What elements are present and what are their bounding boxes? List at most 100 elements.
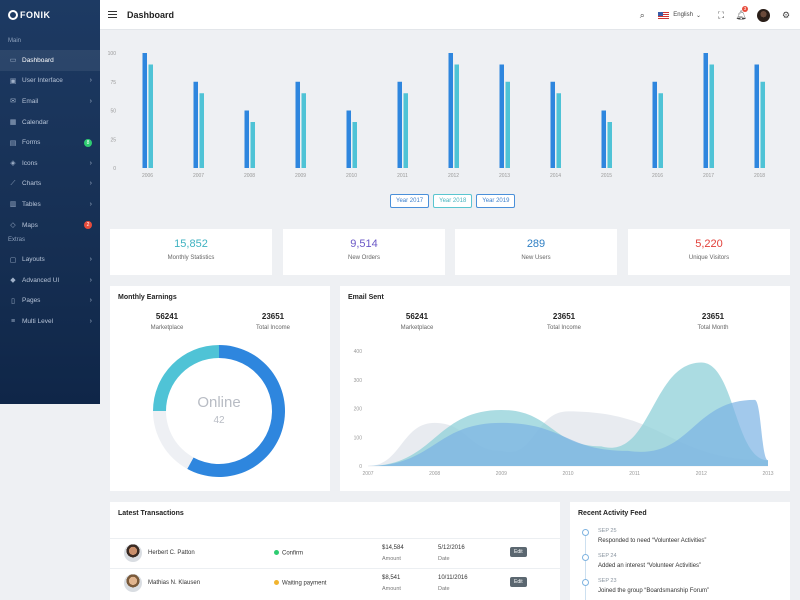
bar-chart-panel: 0 25 50 75 100 2006 2007 2008 2009 2010 2011 2012 20…: [100, 30, 800, 222]
bar-2013-a[interactable]: [499, 64, 505, 169]
timeline-line: [585, 532, 586, 600]
mail-icon: ✉: [10, 98, 16, 106]
bar-2008-b[interactable]: [250, 122, 256, 168]
sidebar-item-tables[interactable]: ▥ Tables ›: [0, 194, 100, 215]
stat-card-orders: 9,514 New Orders: [283, 229, 445, 275]
transaction-amount: $14,584: [382, 545, 404, 551]
status-text: Confirm: [282, 550, 304, 557]
sidebar-item-user-interface[interactable]: ▣ User Interface ›: [0, 71, 100, 92]
sidebar-item-advanced-ui[interactable]: ◆ Advanced UI ›: [0, 270, 100, 291]
x-tick-label: 2008: [244, 173, 255, 179]
x-tick-label: 2007: [193, 173, 204, 179]
sidebar-item-layouts[interactable]: ▢ Layouts ›: [0, 249, 100, 270]
bar-2016-a[interactable]: [652, 81, 658, 168]
bar-2012-b[interactable]: [454, 64, 460, 169]
bell-icon[interactable]: 🔔︎ 3: [735, 5, 748, 20]
sidebar-item-dashboard[interactable]: ▭ Dashboard: [0, 50, 100, 71]
menu-toggle-icon[interactable]: [108, 11, 117, 18]
bar-2016-b[interactable]: [658, 93, 664, 168]
bar-2007-a[interactable]: [193, 81, 199, 168]
sidebar-item-calendar[interactable]: ▦ Calendar: [0, 112, 100, 133]
bar-2010-a[interactable]: [346, 110, 352, 169]
edit-button[interactable]: Edit: [510, 577, 527, 587]
stat-label: New Users: [521, 255, 551, 261]
bar-2015-b[interactable]: [607, 122, 613, 168]
timeline-dot-icon: [582, 579, 589, 586]
sidebar-item-label: Icons: [22, 159, 38, 167]
bar-2018-b[interactable]: [760, 81, 766, 168]
marketplace-value: 56241: [155, 312, 179, 321]
y-tick-label: 25: [110, 137, 116, 143]
language-selector[interactable]: English ⌄: [658, 11, 701, 19]
notification-badge: 3: [742, 5, 748, 12]
chevron-right-icon: ›: [89, 180, 92, 188]
bar-2006-a[interactable]: [142, 53, 148, 168]
bar-2011-a[interactable]: [397, 81, 403, 168]
language-label: English: [673, 12, 693, 18]
transaction-amount: $8,541: [382, 575, 401, 581]
bar-2010-b[interactable]: [352, 122, 358, 168]
y-tick-label: 400: [354, 349, 363, 355]
bar-2018-a[interactable]: [754, 64, 760, 169]
bar-2007-b[interactable]: [199, 93, 205, 168]
total-income-label: Total Income: [255, 325, 291, 331]
bar-2017-a[interactable]: [703, 53, 709, 168]
date-label: Date: [438, 586, 450, 592]
brand-logo[interactable]: FONIK: [0, 0, 100, 30]
sidebar-item-charts[interactable]: ⟋ Charts ›: [0, 174, 100, 195]
bar-2014-b[interactable]: [556, 93, 562, 168]
edit-button[interactable]: Edit: [510, 547, 527, 557]
y-tick-label: 100: [108, 51, 117, 57]
amount-label: Amount: [382, 556, 401, 562]
donut-slice-blue[interactable]: [187, 345, 285, 477]
bar-2011-b[interactable]: [403, 93, 409, 168]
bar-2014-a[interactable]: [550, 81, 556, 168]
x-tick-label: 2010: [562, 471, 573, 477]
feed-date: SEP 23: [598, 578, 617, 584]
panel-title: Recent Activity Feed: [578, 510, 647, 517]
bar-2009-a[interactable]: [295, 81, 301, 168]
bar-2015-a[interactable]: [601, 110, 607, 169]
year-2018-button[interactable]: Year 2018: [433, 194, 473, 208]
year-2017-button[interactable]: Year 2017: [390, 194, 430, 208]
sidebar-item-icons[interactable]: ◈ Icons ›: [0, 153, 100, 174]
feed-text: Responded to need “Volunteer Activities”: [598, 538, 707, 544]
stat-card-monthly: 15,852 Monthly Statistics: [110, 229, 272, 275]
chevron-right-icon: ›: [89, 77, 92, 85]
y-tick-label: 0: [113, 166, 116, 172]
settings-gear-icon[interactable]: ⚙: [781, 9, 791, 20]
x-tick-label: 2009: [295, 173, 306, 179]
bar-2012-a[interactable]: [448, 53, 454, 168]
sidebar-item-pages[interactable]: ▯ Pages ›: [0, 291, 100, 312]
page-title: Dashboard: [127, 9, 175, 20]
x-tick-label: 2008: [429, 471, 440, 477]
topbar: Dashboard ⌕ English ⌄ ⛶ 🔔︎ 3 ⚙: [100, 0, 800, 30]
sidebar-item-email[interactable]: ✉ Email ›: [0, 91, 100, 112]
bar-2017-b[interactable]: [709, 64, 715, 169]
layers-icon: ◈: [10, 160, 16, 168]
bar-2008-a[interactable]: [244, 110, 250, 169]
bar-2006-b[interactable]: [148, 64, 154, 169]
sidebar-item-maps[interactable]: ◇ Maps 2: [0, 215, 100, 236]
area-series-blue[interactable]: [368, 399, 768, 466]
bar-2013-b[interactable]: [505, 81, 511, 168]
sidebar-item-label: Pages: [22, 297, 41, 305]
share-icon: ≡: [10, 317, 16, 325]
search-icon[interactable]: ⌕: [639, 9, 645, 20]
sidebar-item-forms[interactable]: ▤ Forms 8: [0, 132, 100, 153]
sidebar-item-multi-level[interactable]: ≡ Multi Level ›: [0, 311, 100, 332]
table-row[interactable]: Mathias N. Klausen Waiting payment $8,54…: [110, 568, 560, 598]
fullscreen-icon[interactable]: ⛶: [717, 9, 725, 20]
chevron-down-icon: ⌄: [695, 12, 701, 19]
stat-value: 9,514: [350, 238, 378, 250]
x-tick-label: 2011: [629, 471, 640, 477]
nav-badge: 8: [84, 138, 92, 147]
table-row[interactable]: Herbert C. Patton Confirm $14,584 Amount…: [110, 538, 560, 568]
user-avatar[interactable]: [757, 8, 770, 22]
extras-nav: ▢ Layouts › ◆ Advanced UI › ▯ Pages › ≡ Multi Leve…: [0, 249, 100, 331]
bar-2009-b[interactable]: [301, 93, 307, 168]
donut-slice-teal[interactable]: [153, 345, 219, 411]
donut-slice-grey[interactable]: [153, 411, 194, 469]
x-tick-label: 2014: [550, 173, 561, 179]
year-2019-button[interactable]: Year 2019: [476, 194, 516, 208]
